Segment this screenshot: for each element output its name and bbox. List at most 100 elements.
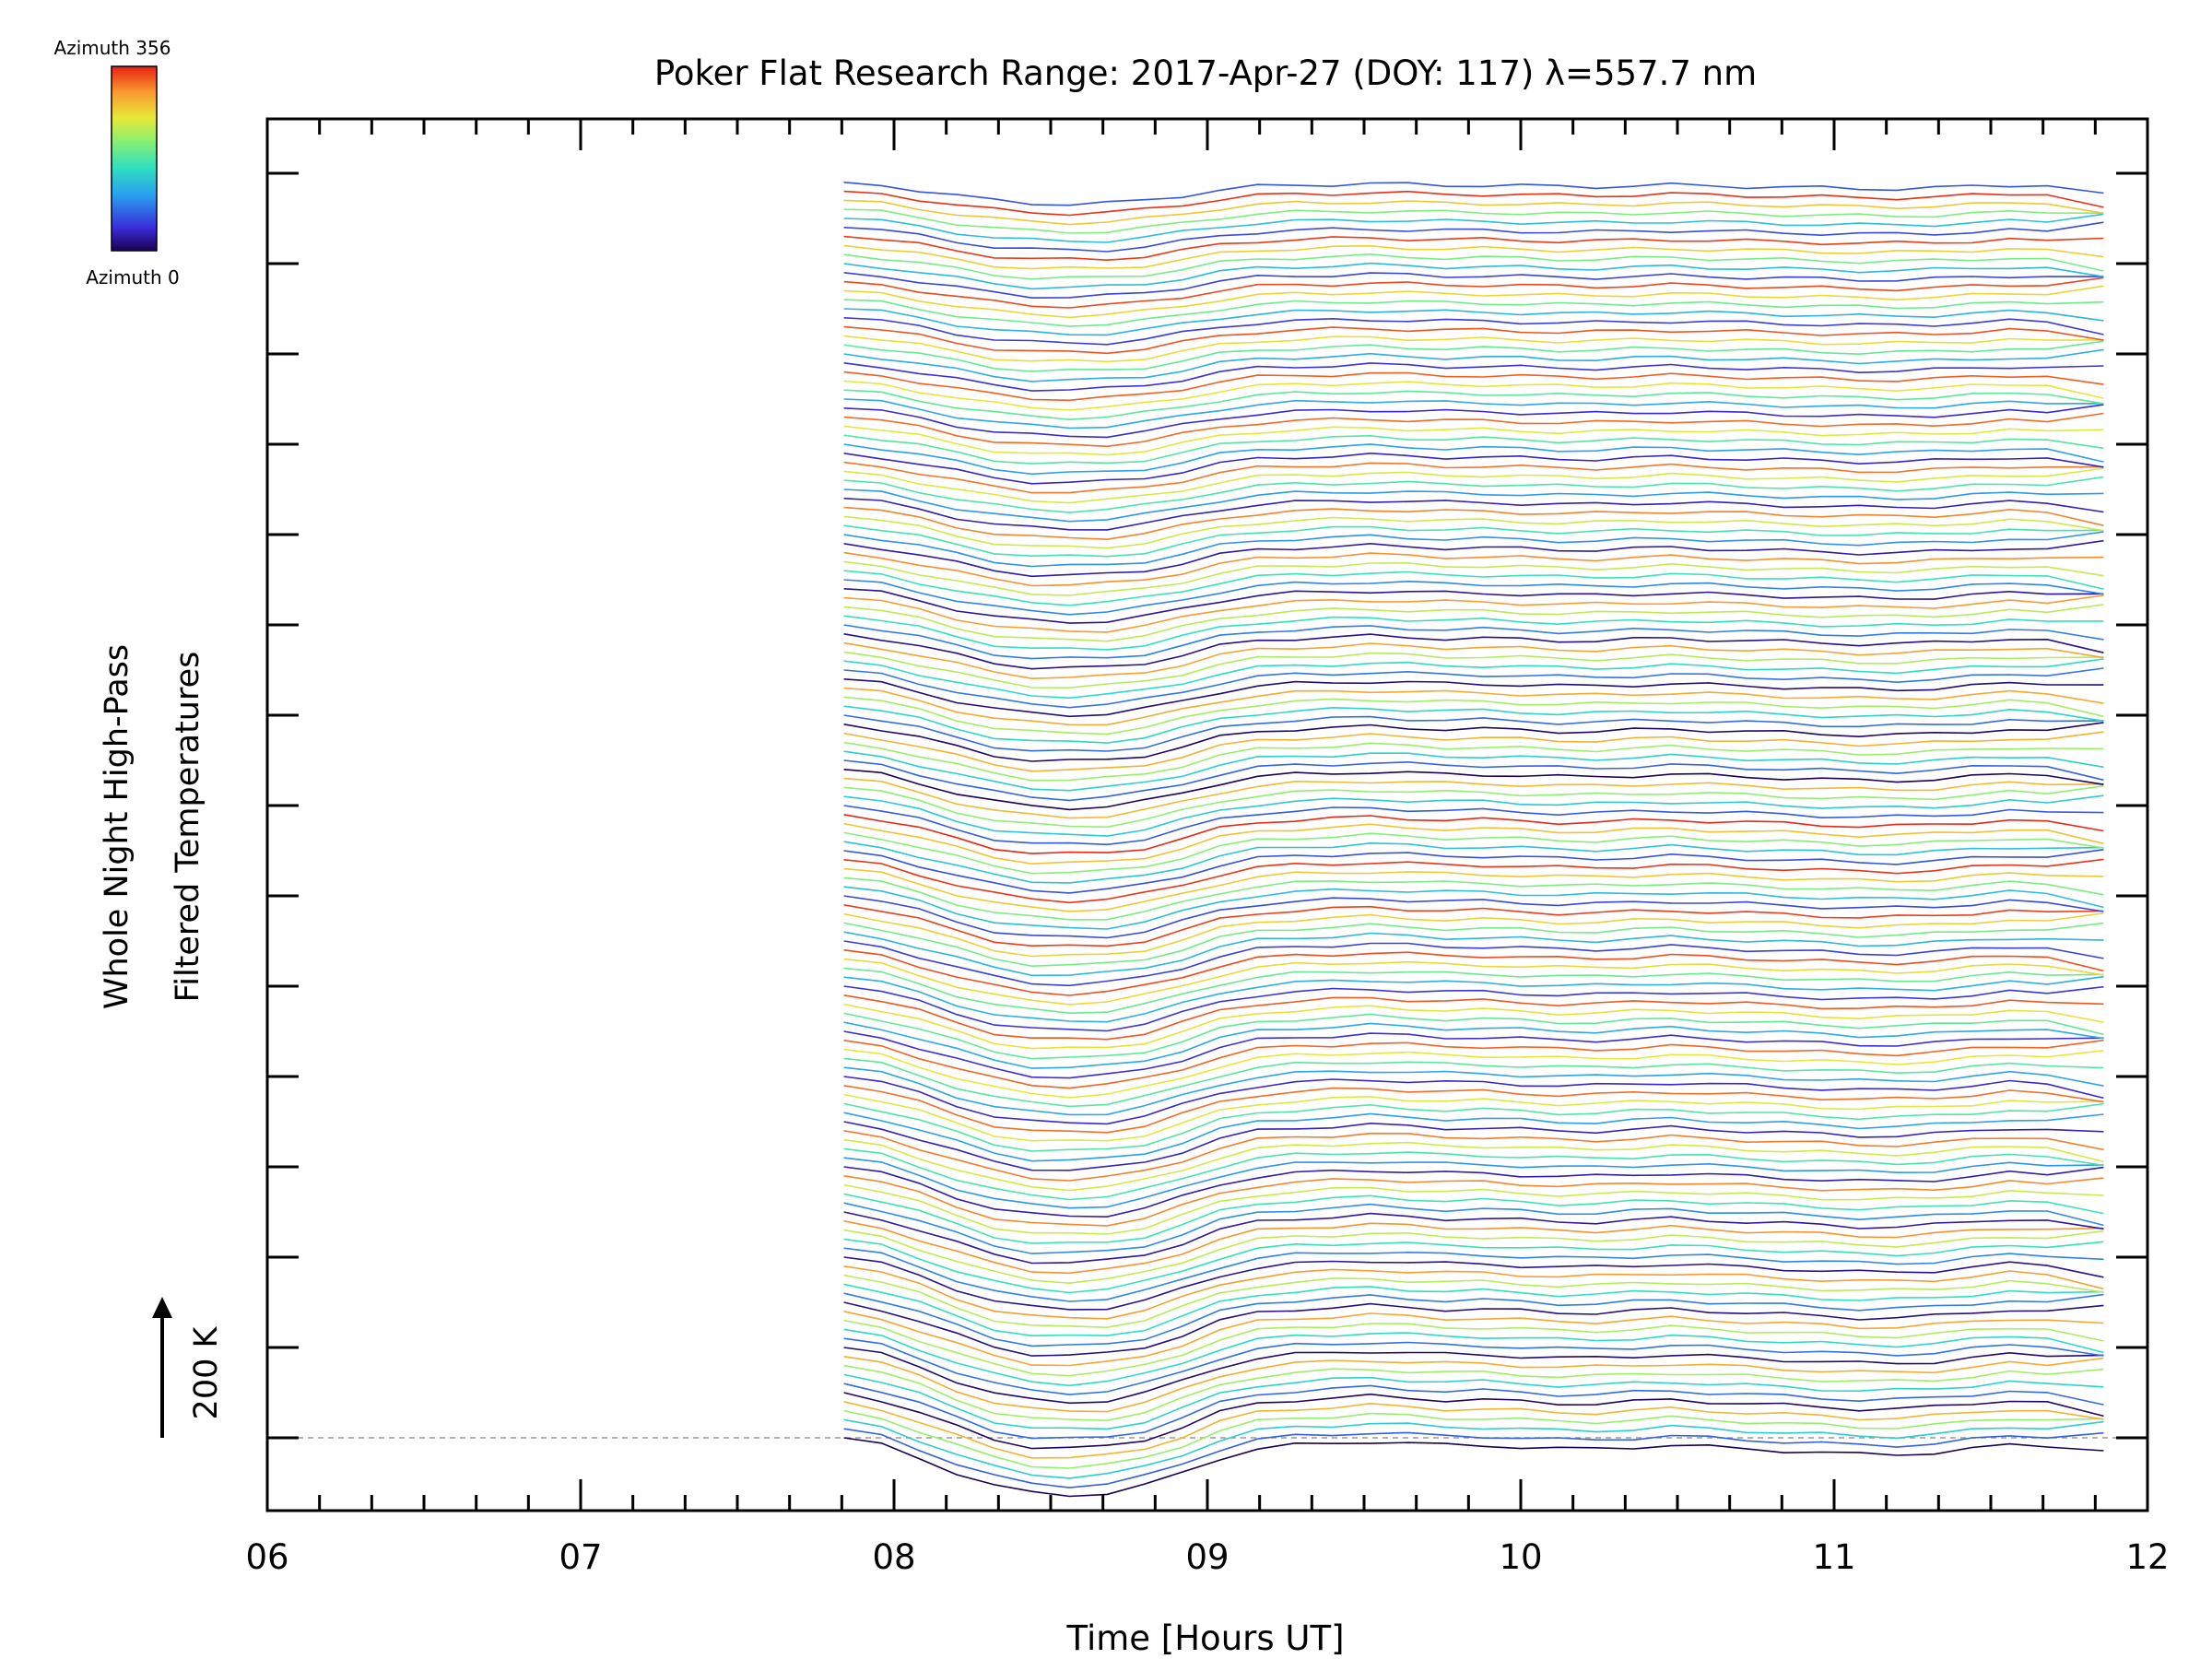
temperature-series-line — [843, 759, 2104, 802]
temperature-series-line — [843, 1256, 2104, 1311]
temperature-series-line — [843, 1147, 2104, 1201]
y-axis-label-line2: Filtered Temperatures — [170, 652, 206, 1003]
temperature-series-line — [843, 213, 2104, 243]
temperature-series-line — [843, 317, 2104, 346]
temperature-series-line — [843, 1347, 2104, 1405]
temperature-series-line — [843, 1102, 2104, 1152]
temperature-series-line — [843, 1175, 2104, 1227]
temperature-series-line — [843, 515, 2104, 549]
temperature-series-line — [843, 1121, 2104, 1171]
tick-layer: 06 07 08 09 10 11 12 — [245, 119, 2170, 1577]
x-tick-label: 09 — [1185, 1537, 1229, 1577]
x-tick-label: 12 — [2125, 1537, 2169, 1577]
series-layer — [843, 182, 2104, 1498]
temperature-series-line — [843, 570, 2104, 606]
temperature-series-line — [843, 551, 2104, 587]
temperature-series-line — [843, 794, 2104, 837]
temperature-series-line — [843, 1401, 2104, 1459]
temperature-series-line — [843, 1030, 2104, 1079]
temperature-series-line — [843, 1428, 2104, 1488]
temperature-series-line — [843, 1311, 2104, 1367]
temperature-series-line — [843, 1112, 2104, 1162]
temperature-series-line — [843, 1409, 2104, 1469]
temperature-series-line — [843, 208, 2104, 234]
temperature-series-line — [843, 777, 2104, 819]
temperature-series-line — [843, 1093, 2104, 1142]
temperature-series-line — [843, 678, 2104, 718]
temperature-series-line — [843, 1220, 2104, 1275]
temperature-series-line — [843, 633, 2104, 670]
temperature-series-line — [843, 272, 2104, 300]
temperature-series-line — [843, 476, 2104, 513]
temperature-series-line — [843, 940, 2104, 987]
temperature-series-line — [843, 1021, 2104, 1069]
temperature-series-line — [843, 1247, 2104, 1302]
temperature-series-line — [843, 922, 2104, 968]
temperature-series-line — [843, 967, 2104, 1015]
temperature-series-line — [843, 1301, 2104, 1357]
temperature-series-line — [843, 1166, 2104, 1218]
temperature-series-line — [843, 696, 2104, 735]
temperature-series-line — [843, 841, 2104, 884]
temperature-series-line — [843, 276, 2104, 309]
temperature-series-line — [843, 714, 2104, 752]
temperature-series-line — [843, 667, 2104, 709]
temperature-series-line — [843, 615, 2104, 651]
scale-bar-arrow — [152, 1297, 172, 1438]
temperature-series-line — [843, 340, 2104, 372]
temperature-series-line — [843, 994, 2104, 1041]
temperature-series-line — [843, 380, 2104, 411]
colorbar: Azimuth 356 Azimuth 0 — [54, 37, 180, 288]
temperature-series-line — [843, 285, 2104, 319]
temperature-series-line — [843, 182, 2104, 206]
temperature-series-line — [843, 1319, 2104, 1377]
temperature-series-line — [843, 262, 2104, 290]
temperature-series-line — [843, 705, 2104, 744]
x-tick-label: 11 — [1812, 1537, 1855, 1577]
temperature-series-line — [843, 1229, 2104, 1285]
temperature-series-line — [843, 687, 2104, 726]
temperature-series-line — [843, 221, 2104, 253]
temperature-series-line — [843, 244, 2104, 270]
temperature-series-line — [843, 1085, 2104, 1134]
temperature-series-line — [843, 199, 2104, 226]
plot-frame — [265, 117, 2149, 1512]
temperature-series-line — [843, 895, 2104, 939]
temperature-series-line — [843, 769, 2104, 811]
temperature-series-line — [843, 588, 2104, 624]
temperature-series-line — [843, 785, 2104, 829]
temperature-series-line — [843, 1274, 2104, 1329]
temperature-series-line — [843, 1066, 2104, 1116]
temperature-series-line — [843, 1039, 2104, 1089]
temperature-series-line — [843, 985, 2104, 1032]
temperature-series-line — [843, 1392, 2104, 1450]
temperature-series-line — [843, 498, 2104, 531]
temperature-series-line — [843, 389, 2104, 421]
temperature-series-line — [843, 641, 2104, 680]
colorbar-top-label: Azimuth 356 — [54, 37, 171, 59]
temperature-series-line — [843, 539, 2104, 578]
x-axis-label: Time [Hours UT] — [1065, 1618, 1344, 1658]
y-axis-label-line1: Whole Night High-Pass — [99, 644, 135, 1009]
temperature-series-line — [843, 594, 2104, 633]
colorbar-gradient — [111, 65, 158, 252]
temperature-series-line — [843, 190, 2104, 217]
temperature-series-line — [843, 452, 2104, 485]
temperature-series-line — [843, 398, 2104, 429]
scale-bar-label: 200 K — [188, 1326, 225, 1420]
temperature-series-line — [843, 750, 2104, 792]
temperature-series-line — [843, 1012, 2104, 1060]
temperature-series-line — [843, 958, 2104, 1006]
x-tick-label: 10 — [1499, 1537, 1542, 1577]
temperature-series-line — [843, 1211, 2104, 1265]
temperature-series-line — [843, 904, 2104, 947]
temperature-series-line — [843, 877, 2104, 921]
temperature-series-line — [843, 1202, 2104, 1254]
temperature-series-line — [843, 412, 2104, 448]
temperature-series-line — [843, 425, 2104, 456]
temperature-series-line — [843, 531, 2104, 568]
temperature-series-line — [843, 308, 2104, 336]
temperature-series-line — [843, 624, 2104, 660]
temperature-series-line — [843, 1003, 2104, 1050]
